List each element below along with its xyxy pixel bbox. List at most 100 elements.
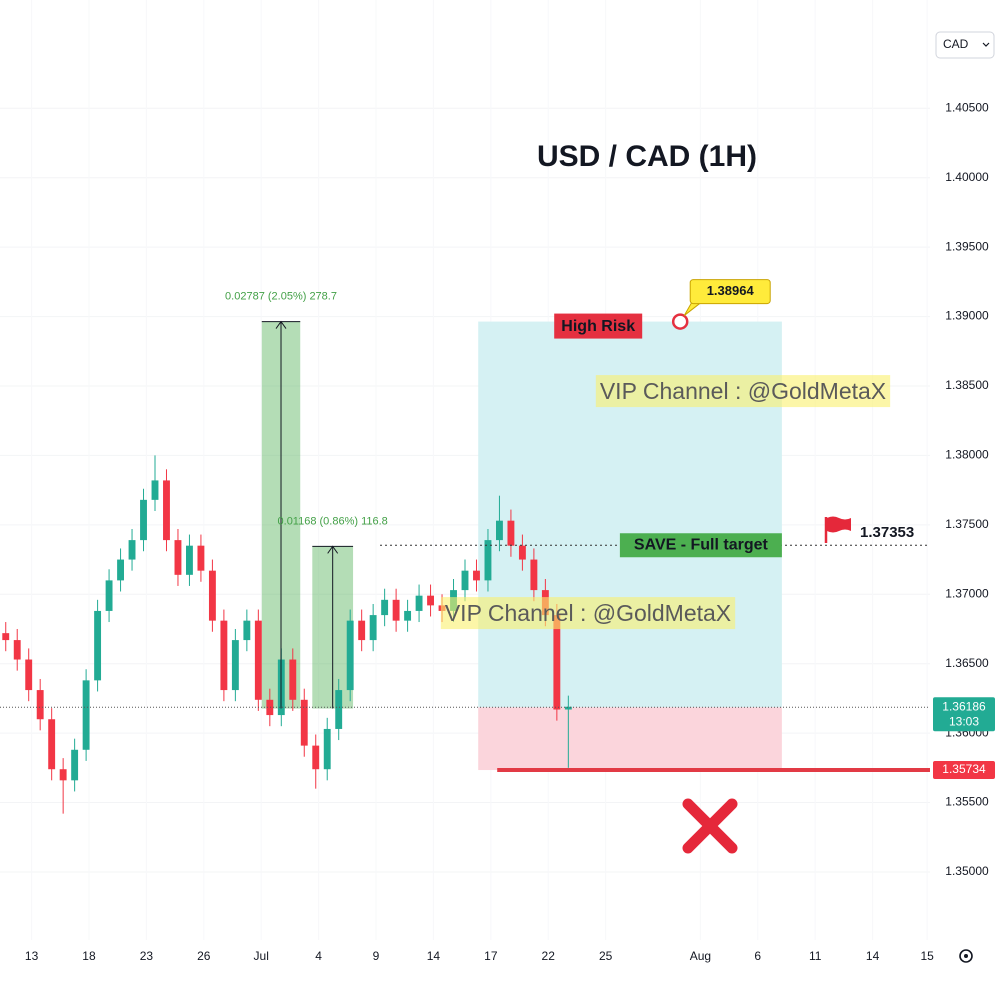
candle-body — [335, 690, 343, 729]
measure-label: 0.01168 (0.86%) 116.8 — [278, 515, 388, 527]
countdown: 13:03 — [949, 714, 979, 728]
settings-button[interactable] — [959, 949, 973, 963]
candle-body — [392, 599, 400, 621]
candle-body — [117, 559, 124, 581]
y-tick-label: 1.35500 — [945, 795, 989, 809]
watermark-text: VIP Channel : @GoldMetaX — [600, 378, 886, 404]
candle-body — [71, 749, 79, 781]
candle-body — [59, 769, 67, 781]
last-price-tag — [933, 697, 995, 732]
candle-body — [13, 640, 21, 660]
candle-body — [94, 610, 102, 681]
candle-body — [553, 615, 561, 710]
risk-label: High Risk — [561, 318, 635, 335]
chart-title: USD / CAD (1H) — [537, 140, 757, 173]
candle-body — [151, 480, 159, 500]
candle-body — [381, 599, 389, 616]
gear-center[interactable] — [964, 954, 968, 958]
candle-body — [484, 540, 492, 581]
watermark-text: VIP Channel : @GoldMetaX — [445, 600, 731, 626]
x-tick-label: 22 — [542, 949, 556, 963]
y-tick-label: 1.36500 — [945, 656, 989, 670]
candle-body — [473, 570, 480, 581]
loss-x-icon — [682, 798, 738, 854]
flag-icon — [824, 516, 851, 543]
x-tick-label: 23 — [140, 949, 154, 963]
candle-body — [358, 620, 366, 641]
y-tick-label: 1.39000 — [945, 309, 989, 323]
y-tick-label: 1.37000 — [945, 586, 989, 600]
y-tick-label: 1.37500 — [945, 517, 989, 531]
x-tick-label: 17 — [484, 949, 498, 963]
candle-body — [243, 620, 251, 641]
candle-body — [312, 745, 320, 770]
candle-body — [300, 699, 308, 746]
x-tick-label: 25 — [599, 949, 613, 963]
candle-body — [48, 719, 56, 770]
y-tick-label: 1.39500 — [945, 239, 989, 253]
candle-body — [323, 728, 331, 770]
target-callout-value: 1.38964 — [707, 283, 755, 298]
candle-body — [530, 559, 538, 591]
candle-body — [82, 680, 90, 750]
candle-body — [174, 540, 182, 575]
x-tick-label: 15 — [920, 949, 934, 963]
last-price-value: 1.36186 — [942, 699, 986, 713]
x-tick-label: Aug — [690, 949, 711, 963]
currency-box[interactable] — [935, 31, 995, 59]
y-tick-label: 1.40000 — [945, 170, 989, 184]
gear-icon[interactable] — [959, 949, 973, 963]
x-tick-label: 6 — [754, 949, 761, 963]
candle-body — [289, 659, 297, 700]
x-stroke — [682, 798, 738, 854]
x-tick-label: 9 — [373, 949, 380, 963]
currency-select[interactable]: CAD — [935, 31, 995, 59]
candle-body — [128, 540, 136, 560]
watermark: VIP Channel : @GoldMetaX — [440, 597, 736, 630]
candle-body — [220, 620, 228, 691]
target-label: SAVE - Full target — [634, 536, 769, 553]
stop-price-value: 1.35734 — [942, 762, 986, 776]
candle-body — [36, 690, 44, 720]
watermark-bg — [440, 597, 736, 630]
x-tick-label: 14 — [866, 949, 880, 963]
candle-body — [2, 633, 10, 641]
candle-body — [231, 640, 239, 691]
watermark-bg — [595, 375, 891, 408]
dropdown-caret[interactable] — [982, 42, 990, 47]
x-tick-label: 18 — [82, 949, 96, 963]
candle-body — [461, 570, 469, 591]
candle-body — [369, 615, 377, 641]
y-tick-label: 1.38000 — [945, 448, 989, 462]
target-label-box — [619, 533, 782, 558]
candle-body — [163, 480, 170, 541]
x-tick-label: 11 — [809, 949, 822, 963]
currency-label[interactable]: CAD — [943, 37, 969, 51]
candle-body — [254, 620, 262, 700]
candle-body — [496, 520, 503, 541]
x-tick-label: 13 — [25, 949, 39, 963]
y-tick-label: 1.38500 — [945, 378, 989, 392]
measure-label: 0.02787 (2.05%) 278.7 — [225, 290, 337, 302]
x-tick-label: 4 — [315, 949, 322, 963]
y-tick-label: 1.35000 — [945, 864, 989, 878]
x-tick-label: 26 — [197, 949, 211, 963]
watermark: VIP Channel : @GoldMetaX — [595, 375, 891, 408]
candle-body — [105, 580, 113, 611]
candle-body — [266, 699, 274, 716]
stop-zone — [478, 707, 782, 771]
x-tick-label: 14 — [427, 949, 441, 963]
candle-body — [507, 520, 515, 546]
flag-cloth — [827, 516, 851, 533]
candle-body — [186, 545, 193, 575]
risk-label-box — [554, 313, 643, 339]
candle-body — [140, 499, 147, 541]
candle-body — [346, 620, 354, 691]
front-layer: 1.40500 1.40000 1.39500 1.39000 1.38500 1.380… — [25, 100, 995, 963]
y-tick-label: 1.40500 — [945, 100, 989, 114]
candle-body — [25, 659, 33, 691]
candle-body — [404, 610, 412, 621]
x-tick-label: Jul — [254, 949, 269, 963]
candle-body — [518, 545, 526, 560]
